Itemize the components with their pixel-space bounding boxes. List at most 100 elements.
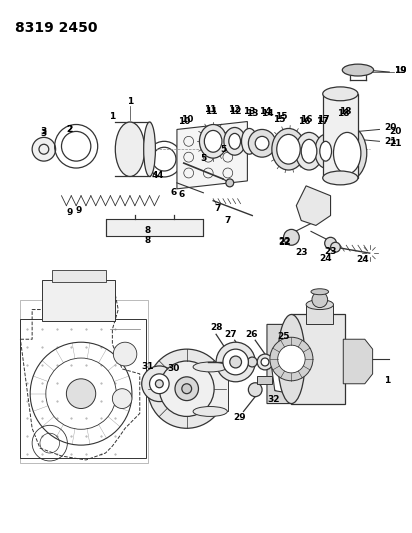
Text: 10: 10 bbox=[180, 115, 193, 124]
Text: 17: 17 bbox=[317, 115, 330, 124]
Text: 16: 16 bbox=[300, 115, 312, 124]
Ellipse shape bbox=[342, 64, 374, 76]
Circle shape bbox=[278, 345, 305, 373]
Text: 17: 17 bbox=[316, 117, 329, 126]
Ellipse shape bbox=[272, 128, 305, 170]
Text: 16: 16 bbox=[298, 117, 310, 126]
Text: 21: 21 bbox=[384, 137, 397, 146]
Text: 27: 27 bbox=[225, 330, 237, 339]
Circle shape bbox=[248, 383, 262, 397]
Text: 5: 5 bbox=[220, 145, 226, 154]
Ellipse shape bbox=[199, 125, 227, 158]
Text: 1: 1 bbox=[127, 97, 133, 106]
Text: 22: 22 bbox=[279, 238, 291, 247]
Text: 8319 2450: 8319 2450 bbox=[14, 21, 97, 35]
Circle shape bbox=[142, 366, 177, 401]
Text: 4: 4 bbox=[151, 172, 158, 181]
Text: 19: 19 bbox=[394, 66, 407, 75]
Circle shape bbox=[32, 138, 56, 161]
Text: 23: 23 bbox=[324, 247, 337, 256]
Text: 9: 9 bbox=[66, 208, 73, 217]
Text: 14: 14 bbox=[259, 107, 272, 116]
Circle shape bbox=[283, 229, 299, 245]
Text: 3: 3 bbox=[41, 127, 47, 136]
Circle shape bbox=[66, 379, 96, 408]
Text: 12: 12 bbox=[229, 107, 242, 116]
Text: 6: 6 bbox=[179, 190, 185, 199]
Ellipse shape bbox=[229, 133, 241, 149]
Ellipse shape bbox=[315, 134, 337, 168]
Text: 5: 5 bbox=[200, 154, 206, 163]
Circle shape bbox=[255, 136, 269, 150]
Text: 8: 8 bbox=[145, 236, 151, 245]
Text: 22: 22 bbox=[279, 237, 291, 246]
Circle shape bbox=[312, 292, 328, 308]
Polygon shape bbox=[343, 339, 372, 384]
Circle shape bbox=[147, 349, 226, 429]
Ellipse shape bbox=[241, 128, 257, 154]
Text: 20: 20 bbox=[389, 127, 402, 136]
Ellipse shape bbox=[320, 141, 332, 161]
Text: 15: 15 bbox=[274, 115, 286, 124]
Ellipse shape bbox=[224, 127, 246, 155]
Bar bbox=[52, 270, 105, 282]
Polygon shape bbox=[296, 186, 330, 225]
Text: 25: 25 bbox=[277, 332, 290, 341]
Bar bbox=[42, 280, 115, 321]
Ellipse shape bbox=[193, 407, 227, 416]
Circle shape bbox=[216, 342, 255, 382]
Text: 1: 1 bbox=[109, 112, 115, 121]
Circle shape bbox=[113, 342, 137, 366]
Text: 15: 15 bbox=[275, 112, 288, 121]
Text: 6: 6 bbox=[171, 188, 177, 197]
Text: 24: 24 bbox=[319, 254, 332, 263]
Text: 4: 4 bbox=[156, 172, 162, 181]
Ellipse shape bbox=[193, 362, 227, 372]
Ellipse shape bbox=[271, 352, 286, 372]
Text: 31: 31 bbox=[141, 362, 154, 372]
Text: 18: 18 bbox=[339, 107, 351, 116]
Circle shape bbox=[330, 243, 340, 252]
Bar bbox=[20, 300, 147, 463]
Text: 7: 7 bbox=[225, 216, 231, 225]
Circle shape bbox=[270, 337, 313, 381]
Ellipse shape bbox=[301, 139, 317, 163]
Text: 14: 14 bbox=[261, 109, 273, 118]
Text: 18: 18 bbox=[337, 109, 349, 118]
Circle shape bbox=[175, 377, 199, 401]
Ellipse shape bbox=[306, 300, 333, 310]
Circle shape bbox=[150, 374, 169, 394]
Text: 24: 24 bbox=[356, 255, 369, 264]
Circle shape bbox=[261, 358, 269, 366]
Text: 12: 12 bbox=[228, 105, 241, 114]
Text: 23: 23 bbox=[295, 248, 307, 257]
Bar bbox=[20, 319, 145, 458]
Text: 20: 20 bbox=[384, 123, 397, 132]
Text: 2: 2 bbox=[66, 125, 73, 134]
Circle shape bbox=[223, 349, 248, 375]
Circle shape bbox=[257, 354, 273, 370]
Bar bbox=[105, 219, 204, 236]
Text: 29: 29 bbox=[233, 413, 246, 422]
Circle shape bbox=[182, 384, 192, 394]
Circle shape bbox=[247, 357, 257, 367]
Ellipse shape bbox=[323, 87, 358, 101]
Ellipse shape bbox=[328, 125, 367, 181]
Polygon shape bbox=[267, 325, 293, 403]
Ellipse shape bbox=[295, 132, 323, 170]
Text: 26: 26 bbox=[245, 330, 258, 339]
Text: 19: 19 bbox=[394, 66, 407, 75]
Ellipse shape bbox=[204, 131, 222, 152]
Bar bbox=[306, 304, 333, 325]
Ellipse shape bbox=[323, 171, 358, 185]
Circle shape bbox=[226, 179, 234, 187]
Circle shape bbox=[112, 389, 132, 408]
Circle shape bbox=[325, 237, 337, 249]
Text: 21: 21 bbox=[389, 139, 402, 148]
Ellipse shape bbox=[277, 134, 300, 164]
Circle shape bbox=[230, 356, 241, 368]
Circle shape bbox=[155, 380, 163, 387]
Text: 32: 32 bbox=[267, 395, 280, 404]
Text: 30: 30 bbox=[168, 365, 180, 374]
Circle shape bbox=[120, 139, 140, 159]
